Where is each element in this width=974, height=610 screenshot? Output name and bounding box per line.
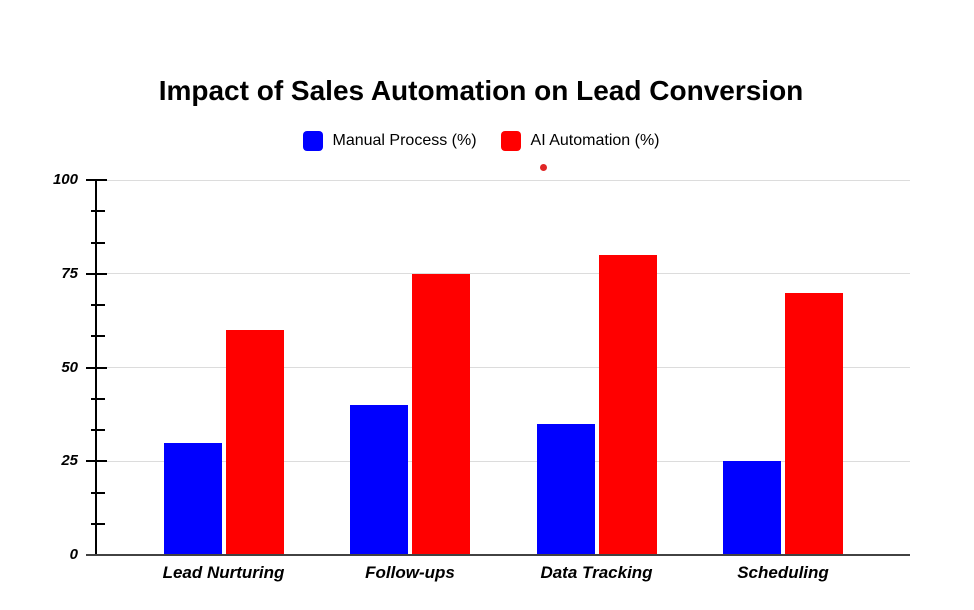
bar-series0-cat0	[163, 442, 222, 555]
gridline-y-100	[96, 179, 910, 181]
legend-label-0: Manual Process (%)	[332, 132, 477, 149]
x-axis-label-2: Data Tracking	[540, 563, 653, 582]
y-major-tick-75	[86, 272, 107, 275]
legend-label-1: AI Automation (%)	[530, 132, 660, 149]
bar-series1-cat3	[785, 292, 843, 555]
gridline-y-50	[96, 367, 910, 368]
x-axis-label-0: Lead Nurturing	[162, 563, 285, 582]
bar-series0-cat2	[536, 423, 595, 555]
y-minor-tick	[91, 491, 105, 494]
plot-area	[86, 179, 910, 556]
y-axis-label-75: 75	[61, 264, 78, 282]
gridline-y-25	[96, 460, 910, 462]
y-major-tick-100	[86, 179, 107, 181]
y-major-tick-25	[86, 460, 107, 463]
y-axis-label-50: 50	[61, 358, 78, 376]
y-axis-label-100: 100	[52, 171, 78, 188]
x-axis-baseline	[86, 554, 910, 556]
y-axis-label-0: 0	[69, 546, 78, 563]
legend: Manual Process (%) AI Automation (%)	[0, 130, 962, 151]
legend-item-1: AI Automation (%)	[500, 130, 660, 151]
y-axis-label-25: 25	[61, 452, 78, 470]
x-axis-label-3: Scheduling	[737, 563, 829, 582]
bar-series1-cat0	[225, 330, 284, 555]
bar-group-3	[723, 292, 843, 555]
bar-series0-cat1	[350, 405, 408, 555]
bar-group-2	[536, 255, 657, 555]
y-minor-tick	[91, 522, 105, 525]
bar-series0-cat3	[723, 461, 781, 555]
x-axis-label-1: Follow-ups	[365, 563, 455, 582]
y-major-tick-50	[86, 366, 107, 369]
y-minor-tick	[91, 241, 105, 244]
stray-point-marker	[540, 164, 547, 171]
bar-series1-cat2	[598, 255, 657, 555]
legend-item-0: Manual Process (%)	[302, 130, 477, 151]
chart-title: Impact of Sales Automation on Lead Conve…	[158, 75, 804, 106]
y-minor-tick	[91, 335, 105, 338]
y-minor-tick	[91, 210, 105, 213]
y-minor-tick	[91, 429, 105, 431]
y-minor-tick	[91, 397, 105, 400]
bar-group-0	[163, 330, 284, 555]
legend-swatch-0	[302, 130, 323, 151]
gridline-y-75	[96, 273, 910, 275]
bar-group-1	[350, 273, 470, 555]
y-minor-tick	[91, 304, 105, 306]
bar-series1-cat1	[412, 273, 470, 555]
legend-swatch-1	[500, 130, 521, 151]
